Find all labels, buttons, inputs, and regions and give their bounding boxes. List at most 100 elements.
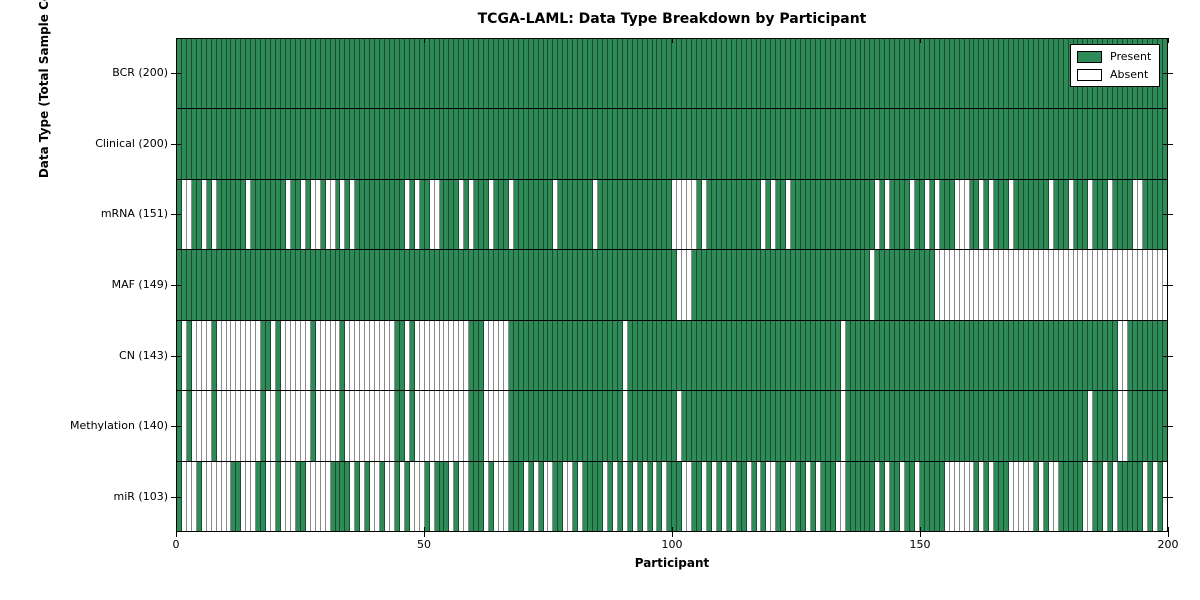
cell-BCR-1 <box>181 39 187 109</box>
cell-CN-146 <box>900 320 906 391</box>
cell-Clinical-172 <box>1028 109 1034 179</box>
cell-miR-149 <box>915 461 920 531</box>
cell-mRNA-94 <box>642 179 648 250</box>
cell-Methylation-163 <box>984 391 990 461</box>
cell-CN-126 <box>801 320 807 391</box>
cell-mRNA-166 <box>999 179 1005 250</box>
cell-CN-128 <box>811 320 816 391</box>
cell-CN-192 <box>1128 320 1133 391</box>
cell-MAF-188 <box>1108 250 1114 320</box>
cell-MAF-103 <box>687 250 693 320</box>
cell-Clinical-26 <box>305 109 311 179</box>
cell-Methylation-146 <box>900 391 906 461</box>
cell-Clinical-160 <box>969 109 975 179</box>
x-tick-top <box>672 38 673 43</box>
cell-mRNA-71 <box>528 179 534 250</box>
cell-MAF-28 <box>315 250 321 320</box>
cell-mRNA-65 <box>498 179 504 250</box>
cell-CN-84 <box>593 320 599 391</box>
cell-BCR-174 <box>1038 39 1044 109</box>
cell-miR-162 <box>979 461 985 531</box>
cell-Methylation-106 <box>702 391 707 461</box>
cell-Clinical-39 <box>370 109 376 179</box>
x-tick-bottom <box>672 527 673 537</box>
cell-CN-173 <box>1033 320 1039 391</box>
cell-BCR-57 <box>459 39 465 109</box>
cell-BCR-167 <box>1004 39 1010 109</box>
cell-mRNA-98 <box>662 179 668 250</box>
cell-MAF-121 <box>776 250 782 320</box>
cell-Clinical-84 <box>593 109 599 179</box>
cell-BCR-78 <box>563 39 569 109</box>
cell-MAF-179 <box>1063 250 1069 320</box>
cell-miR-110 <box>721 461 727 531</box>
cell-miR-152 <box>929 461 935 531</box>
cell-MAF-1 <box>181 250 187 320</box>
cell-miR-102 <box>682 461 688 531</box>
cell-mRNA-5 <box>201 179 207 250</box>
cell-Methylation-158 <box>959 391 965 461</box>
cell-miR-12 <box>236 461 242 531</box>
cell-BCR-103 <box>687 39 693 109</box>
cell-Methylation-98 <box>662 391 668 461</box>
cell-Clinical-52 <box>434 109 440 179</box>
cell-Clinical-193 <box>1132 109 1138 179</box>
cell-miR-163 <box>984 461 990 531</box>
cell-BCR-177 <box>1053 39 1059 109</box>
cell-CN-8 <box>216 320 222 391</box>
cell-BCR-24 <box>295 39 301 109</box>
cell-CN-127 <box>806 320 811 391</box>
cell-MAF-108 <box>711 250 717 320</box>
cell-miR-143 <box>885 461 891 531</box>
cell-mRNA-198 <box>1157 179 1163 250</box>
cell-BCR-10 <box>226 39 232 109</box>
x-tick-bottom <box>920 527 921 537</box>
cell-Methylation-17 <box>261 391 267 461</box>
cell-MAF-134 <box>840 250 846 320</box>
cell-CN-72 <box>533 320 539 391</box>
cell-CN-76 <box>553 320 559 391</box>
cell-MAF-162 <box>979 250 985 320</box>
cell-miR-17 <box>261 461 267 531</box>
cell-Clinical-58 <box>464 109 470 179</box>
cell-CN-137 <box>855 320 861 391</box>
cell-BCR-7 <box>211 39 217 109</box>
cell-BCR-123 <box>786 39 792 109</box>
cell-Methylation-140 <box>870 391 876 461</box>
cell-mRNA-9 <box>221 179 227 250</box>
cell-Methylation-96 <box>652 391 658 461</box>
cell-CN-112 <box>731 320 737 391</box>
cell-BCR-28 <box>315 39 321 109</box>
cell-Clinical-86 <box>602 109 608 179</box>
cell-miR-194 <box>1137 461 1143 531</box>
cell-MAF-90 <box>622 250 628 320</box>
cell-miR-187 <box>1103 461 1109 531</box>
cell-MAF-104 <box>692 250 698 320</box>
cell-CN-187 <box>1103 320 1109 391</box>
cell-Methylation-50 <box>424 391 430 461</box>
cell-Clinical-127 <box>806 109 811 179</box>
cell-Clinical-120 <box>771 109 777 179</box>
cell-MAF-22 <box>285 250 291 320</box>
cell-mRNA-163 <box>984 179 990 250</box>
cell-miR-74 <box>543 461 549 531</box>
cell-Methylation-112 <box>731 391 737 461</box>
cell-Methylation-81 <box>578 391 584 461</box>
cell-MAF-5 <box>201 250 207 320</box>
cell-MAF-151 <box>924 250 930 320</box>
cell-MAF-112 <box>731 250 737 320</box>
cell-MAF-144 <box>890 250 896 320</box>
cell-BCR-137 <box>855 39 861 109</box>
cell-CN-30 <box>325 320 331 391</box>
y-tick-right <box>1163 73 1173 75</box>
cell-Methylation-53 <box>439 391 445 461</box>
cell-miR-178 <box>1058 461 1064 531</box>
cell-miR-190 <box>1118 461 1124 531</box>
cell-CN-55 <box>449 320 455 391</box>
cell-MAF-25 <box>300 250 306 320</box>
cell-mRNA-135 <box>845 179 851 250</box>
cell-Methylation-121 <box>776 391 782 461</box>
cell-mRNA-50 <box>424 179 430 250</box>
cell-MAF-173 <box>1033 250 1039 320</box>
